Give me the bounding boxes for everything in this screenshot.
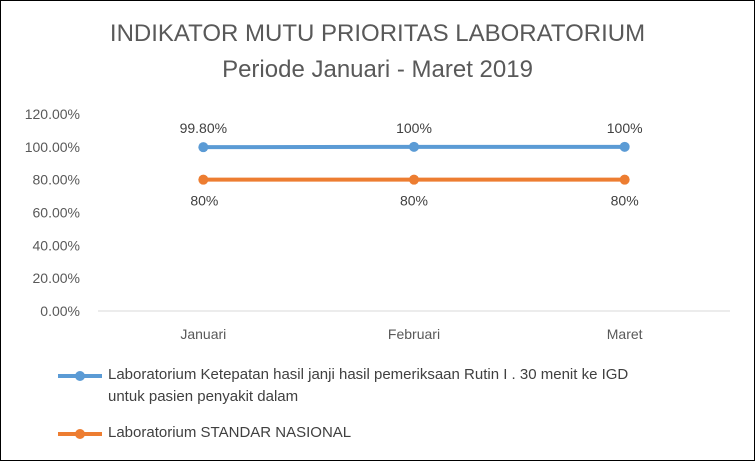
data-label: 100%: [396, 120, 432, 136]
y-tick-label: 20.00%: [33, 270, 80, 286]
legend-label-series-1: Laboratorium Ketepatan hasil janji hasil…: [108, 364, 755, 408]
y-tick-label: 80.00%: [33, 172, 80, 188]
data-label: 80%: [190, 193, 218, 209]
data-label: 80%: [400, 193, 428, 209]
data-point: [619, 174, 630, 185]
chart-title: INDIKATOR MUTU PRIORITAS LABORATORIUM: [109, 20, 646, 47]
data-point: [198, 142, 209, 153]
y-tick-label: 100.00%: [25, 139, 80, 155]
y-tick-label: 0.00%: [40, 303, 80, 319]
legend-marker-series-1: [75, 371, 85, 381]
y-tick-label: 120.00%: [25, 106, 80, 122]
chart-subtitle: Periode Januari - Maret 2019: [222, 56, 533, 83]
legend-label-series-2: Laboratorium STANDAR NASIONAL: [108, 424, 352, 441]
data-point: [409, 141, 419, 152]
y-tick-label: 40.00%: [33, 237, 80, 253]
legend-label-series-1-line-1: Laboratorium Ketepatan hasil janji hasil…: [108, 366, 629, 383]
data-point: [409, 174, 419, 185]
legend-marker-series-2: [75, 429, 85, 439]
x-tick-label: Januari: [180, 326, 226, 342]
data-point: [198, 174, 209, 185]
y-tick-label: 60.00%: [33, 205, 80, 221]
data-point: [619, 141, 630, 152]
data-label: 100%: [607, 120, 643, 136]
x-tick-label: Februari: [388, 326, 440, 342]
legend-label-series-1-line-2: untuk pasien penyakit dalam: [108, 388, 299, 405]
x-tick-label: Maret: [607, 326, 643, 342]
data-label: 80%: [611, 193, 639, 209]
data-label: 99.80%: [180, 120, 227, 136]
